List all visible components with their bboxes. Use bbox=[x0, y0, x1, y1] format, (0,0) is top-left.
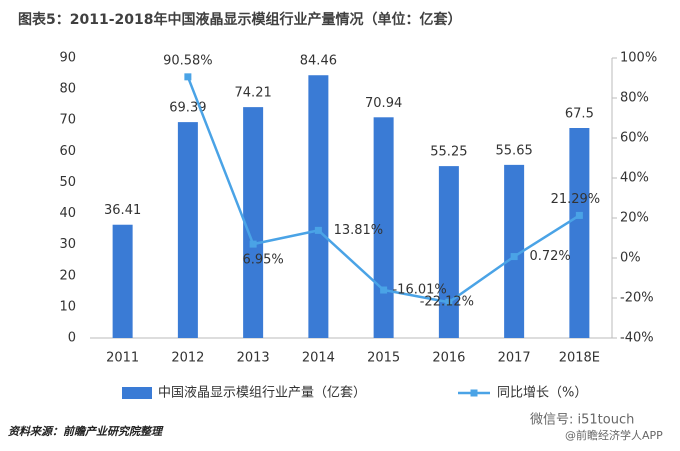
y2-tick-label: 40% bbox=[620, 171, 649, 186]
value-label: 74.21 bbox=[235, 86, 272, 101]
value-label: -16.01% bbox=[392, 283, 446, 298]
y-tick-label: 60 bbox=[59, 144, 76, 159]
x-tick-label: 2018E bbox=[559, 351, 600, 366]
value-label: 70.94 bbox=[365, 96, 402, 111]
value-label: 13.81% bbox=[334, 223, 384, 238]
marker bbox=[184, 73, 192, 81]
legend-swatch bbox=[122, 387, 152, 399]
y-tick-label: 30 bbox=[59, 237, 76, 252]
source: 资料来源：前瞻产业研究院整理 bbox=[8, 425, 164, 438]
value-label: 0.72% bbox=[529, 249, 570, 264]
marker bbox=[575, 211, 583, 219]
bar bbox=[438, 166, 459, 338]
y2-tick-label: 0% bbox=[620, 251, 641, 266]
marker bbox=[380, 286, 388, 294]
marker bbox=[314, 226, 322, 234]
value-label: 55.65 bbox=[496, 143, 533, 158]
y2-tick-label: 100% bbox=[620, 51, 657, 66]
bar bbox=[569, 128, 590, 338]
marker bbox=[445, 298, 453, 306]
y-tick-label: 80 bbox=[59, 82, 76, 97]
y-tick-label: 10 bbox=[59, 299, 76, 314]
bar bbox=[308, 75, 329, 338]
bar bbox=[112, 224, 133, 338]
y-tick-label: 40 bbox=[59, 206, 76, 221]
legend-label: 中国液晶显示模组行业产量（亿套） bbox=[158, 385, 366, 401]
x-tick-label: 2016 bbox=[432, 351, 465, 366]
value-label: 6.95% bbox=[242, 253, 283, 268]
x-tick-label: 2012 bbox=[171, 351, 204, 366]
value-label: 67.5 bbox=[565, 107, 594, 122]
watermark: @前瞻经济学人APP bbox=[565, 428, 663, 442]
x-tick-label: 2013 bbox=[237, 351, 270, 366]
value-label: 69.39 bbox=[169, 101, 206, 116]
value-label: 84.46 bbox=[300, 54, 337, 69]
bar bbox=[243, 107, 264, 338]
legend-label: 同比增长（%） bbox=[497, 386, 587, 401]
value-label: 21.29% bbox=[551, 192, 601, 207]
y2-tick-label: 20% bbox=[620, 211, 649, 226]
value-label: 36.41 bbox=[104, 203, 141, 218]
bar bbox=[177, 122, 198, 339]
y2-tick-label: 80% bbox=[620, 91, 649, 106]
x-tick-label: 2015 bbox=[367, 351, 400, 366]
y2-tick-label: -20% bbox=[620, 291, 654, 306]
marker bbox=[249, 240, 257, 248]
y-tick-label: 50 bbox=[59, 175, 76, 190]
y2-tick-label: 60% bbox=[620, 131, 649, 146]
y-tick-label: 90 bbox=[59, 51, 76, 66]
x-tick-label: 2017 bbox=[498, 351, 531, 366]
value-label: -22.12% bbox=[420, 295, 474, 310]
bar bbox=[504, 164, 525, 338]
legend-swatch bbox=[470, 389, 478, 397]
y-tick-label: 70 bbox=[59, 113, 76, 128]
bar bbox=[373, 117, 394, 338]
chart-title: 图表5：2011-2018年中国液晶显示模组行业产量情况（单位：亿套） bbox=[18, 11, 461, 28]
watermark: 微信号: i51touch bbox=[530, 413, 634, 428]
y-tick-label: 20 bbox=[59, 268, 76, 283]
y-tick-label: 0 bbox=[68, 331, 76, 346]
value-label: 90.58% bbox=[163, 53, 213, 68]
x-tick-label: 2014 bbox=[302, 351, 335, 366]
marker bbox=[510, 253, 518, 261]
y2-tick-label: -40% bbox=[620, 331, 654, 346]
x-tick-label: 2011 bbox=[106, 351, 139, 366]
value-label: 55.25 bbox=[430, 145, 467, 160]
